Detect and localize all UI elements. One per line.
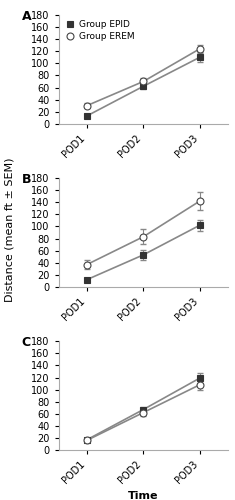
Line: Group EREM: Group EREM: [83, 46, 203, 109]
Group EPID: [86, 276, 88, 282]
Group EPID: [142, 406, 145, 412]
Text: B: B: [22, 172, 31, 186]
Group EREM: [198, 198, 201, 204]
X-axis label: Time: Time: [128, 491, 159, 500]
Line: Group EREM: Group EREM: [83, 198, 203, 268]
Group EREM: [86, 102, 88, 108]
Group EPID: [142, 84, 145, 89]
Group EREM: [86, 262, 88, 268]
Group EREM: [142, 410, 145, 416]
Group EPID: [198, 375, 201, 381]
Group EPID: [86, 436, 88, 442]
Group EREM: [142, 234, 145, 239]
Line: Group EREM: Group EREM: [83, 382, 203, 444]
Legend: Group EPID, Group EREM: Group EPID, Group EREM: [63, 20, 135, 42]
Group EREM: [198, 46, 201, 52]
Group EPID: [198, 54, 201, 60]
Text: C: C: [22, 336, 31, 349]
Group EREM: [198, 382, 201, 388]
Line: Group EPID: Group EPID: [83, 374, 203, 443]
Text: A: A: [22, 10, 31, 22]
Group EPID: [86, 113, 88, 119]
Line: Group EPID: Group EPID: [83, 54, 203, 120]
Group EPID: [142, 252, 145, 258]
Group EREM: [86, 438, 88, 444]
Text: Distance (mean ft ± SEM): Distance (mean ft ± SEM): [4, 158, 14, 302]
Group EPID: [198, 222, 201, 228]
Group EREM: [142, 78, 145, 84]
Line: Group EPID: Group EPID: [83, 222, 203, 283]
